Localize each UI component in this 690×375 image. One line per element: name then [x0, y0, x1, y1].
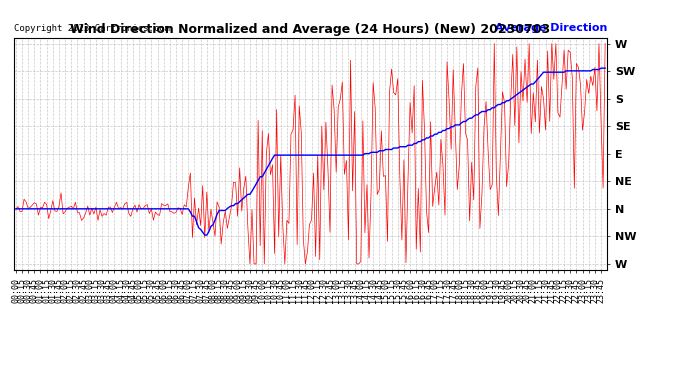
Title: Wind Direction Normalized and Average (24 Hours) (New) 20230703: Wind Direction Normalized and Average (2…	[70, 23, 551, 36]
Text: Average Direction: Average Direction	[495, 23, 607, 33]
Text: Copyright 2023 Cartronics.com: Copyright 2023 Cartronics.com	[14, 24, 170, 33]
